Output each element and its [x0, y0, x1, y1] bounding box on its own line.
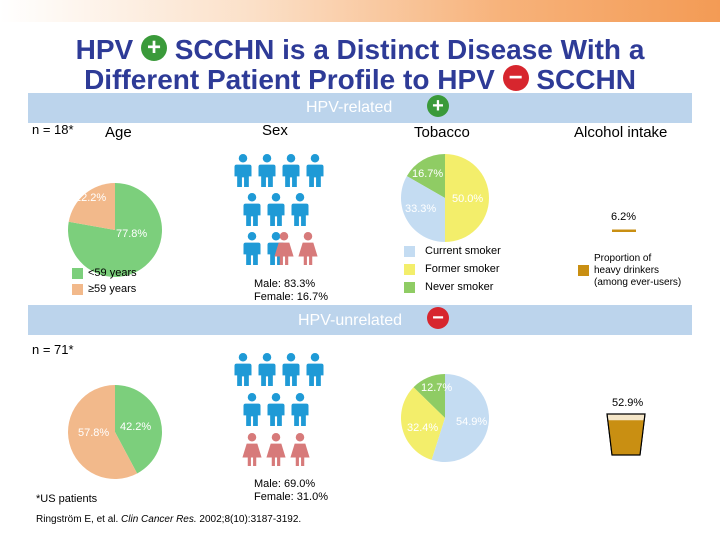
- legend-current-smoker-swatch: [404, 246, 415, 257]
- tobacco-pie-hpv-related: [401, 154, 489, 242]
- legend-former-smoker-swatch: [404, 264, 415, 275]
- page-title-line-2: Different Patient Profile to HPV − SCCHN: [0, 64, 720, 96]
- hpv-related-n: n = 18*: [32, 122, 74, 137]
- age-over59-label: 22.2%: [75, 192, 107, 204]
- male-figure-icon: [267, 393, 285, 426]
- citation-details: 2002;8(10):3187-3192.: [199, 514, 302, 525]
- pie-slice-current-smoker: [401, 176, 445, 242]
- age-pie-hpv-unrelated: [67, 385, 162, 480]
- male-figure-icon: [243, 193, 261, 226]
- heavy-drinkers-fill: [612, 229, 636, 232]
- legend-under59-swatch: [72, 268, 83, 279]
- tobacco-current-label: 54.9%: [456, 416, 488, 428]
- age-pie-hpv-related: [68, 182, 162, 277]
- hpv-unrelated-n: n = 71*: [32, 342, 74, 357]
- pie-slice-over59: [68, 182, 115, 230]
- minus-icon: −: [502, 65, 529, 91]
- male-figure-icon: [243, 232, 261, 265]
- tobacco-header: Tobacco: [414, 124, 470, 141]
- male-figure-icon: [306, 353, 324, 386]
- male-figure-icon: [291, 393, 309, 426]
- hpv-unrelated-band: [28, 305, 692, 335]
- legend-former-smoker-label: Former smoker: [425, 263, 500, 275]
- female-figure-icon: [290, 433, 310, 466]
- legend-never-smoker-swatch: [404, 282, 415, 293]
- tobacco-former-label: 32.4%: [407, 422, 439, 434]
- male-figure-icon: [306, 154, 324, 187]
- sex-pictogram-hpv-unrelated: [234, 353, 324, 466]
- age-over59-label: 57.8%: [78, 427, 110, 439]
- title-hpv: HPV: [75, 34, 134, 65]
- plus-icon: +: [140, 35, 167, 61]
- citation: Ringström E, et al. Clin Cancer Res. 200…: [36, 514, 301, 525]
- tobacco-never-label: 12.7%: [421, 382, 453, 394]
- pie-slice-over59: [67, 385, 138, 480]
- sex-breakdown-text: Male: 83.3% Female: 16.7%: [254, 278, 328, 303]
- alcohol-glass-hpv-unrelated: [606, 413, 646, 456]
- legend-under59-label: <59 years: [88, 267, 137, 279]
- male-figure-icon: [258, 154, 276, 187]
- alcohol-value-label: 52.9%: [612, 397, 644, 409]
- male-figure-icon: [267, 193, 285, 226]
- pie-slice-never-smoker: [406, 154, 445, 198]
- female-figure-icon: [266, 433, 286, 466]
- age-header: Age: [105, 124, 132, 141]
- title-line-2-text: Different Patient Profile to HPV: [84, 64, 495, 95]
- age-under59-label: 42.2%: [120, 421, 152, 433]
- legend-over59-label: ≥59 years: [88, 283, 137, 295]
- male-figure-icon: [291, 193, 309, 226]
- male-figure-icon: [282, 353, 300, 386]
- citation-authors: Ringström E, et al.: [36, 514, 119, 525]
- female-figure-icon: [242, 433, 262, 466]
- legend-current-smoker-label: Current smoker: [425, 245, 501, 257]
- title-line-1-text: SCCHN is a Distinct Disease With a: [174, 34, 645, 65]
- legend-heavy-drinkers-swatch: [578, 265, 589, 276]
- title-scchn: SCCHN: [536, 64, 636, 95]
- male-figure-icon: [282, 154, 300, 187]
- hpv-unrelated-minus-icon: −: [427, 307, 449, 329]
- male-figure-icon: [234, 353, 252, 386]
- sex-header: Sex: [262, 122, 288, 139]
- male-figure-icon: [258, 353, 276, 386]
- alcohol-header: Alcohol intake: [574, 124, 668, 141]
- male-figure-icon: [243, 393, 261, 426]
- page-title-line-1: HPV + SCCHN is a Distinct Disease With a: [0, 34, 720, 66]
- legend-heavy-drinkers-label: Proportion of heavy drinkers (among ever…: [594, 253, 682, 288]
- citation-journal: Clin Cancer Res.: [121, 514, 197, 525]
- tobacco-former-label: 50.0%: [452, 193, 484, 205]
- heavy-drinkers-fill: [607, 420, 645, 455]
- sex-pictogram-hpv-related: [234, 154, 324, 265]
- pie-slice-under59: [115, 385, 162, 474]
- male-figure-icon: [234, 154, 252, 187]
- tobacco-current-label: 33.3%: [405, 203, 437, 215]
- top-accent-bar: [0, 0, 720, 22]
- hpv-related-band: [28, 93, 692, 123]
- pie-slice-never-smoker: [413, 374, 445, 418]
- legend-never-smoker-label: Never smoker: [425, 281, 494, 293]
- alcohol-value-label: 6.2%: [611, 211, 637, 223]
- female-figure-icon: [298, 232, 318, 265]
- hpv-related-label: HPV-related: [306, 99, 393, 116]
- hpv-unrelated-label: HPV-unrelated: [298, 312, 403, 329]
- age-under59-label: 77.8%: [116, 228, 148, 240]
- sex-breakdown-text: Male: 69.0% Female: 31.0%: [254, 478, 328, 503]
- pie-slice-current-smoker: [431, 374, 489, 462]
- tobacco-never-label: 16.7%: [412, 168, 444, 180]
- tobacco-pie-hpv-unrelated: [401, 374, 489, 462]
- glass-outline-stroke: [606, 413, 646, 456]
- pie-slice-former-smoker: [401, 387, 445, 460]
- legend-over59-swatch: [72, 284, 83, 295]
- footnote: *US patients: [36, 493, 98, 505]
- hpv-related-plus-icon: +: [427, 95, 449, 117]
- alcohol-glass-hpv-related: [612, 229, 636, 232]
- pie-slice-former-smoker: [445, 154, 489, 242]
